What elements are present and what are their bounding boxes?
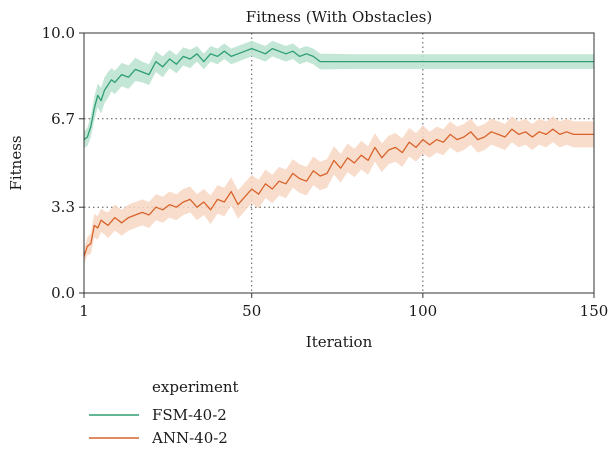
legend-title: experiment: [152, 378, 239, 396]
x-tick-label-1: 1: [79, 302, 89, 320]
plot-frame: [83, 32, 595, 294]
confidence-bands: [84, 40, 594, 265]
legend-label-ann-40-2: ANN-40-2: [151, 429, 228, 447]
line-ann-40-2: [83, 128, 594, 257]
line-fsm-40-2: [83, 47, 594, 141]
x-tick-label-50: 50: [242, 302, 261, 320]
band-ann-40-2: [84, 116, 594, 265]
series-lines: [83, 47, 594, 257]
legend: experiment FSM-40-2 ANN-40-2: [89, 378, 239, 447]
x-axis-label: Iteration: [306, 333, 373, 351]
grid-lines: [84, 33, 594, 293]
band-fsm-40-2: [84, 40, 594, 148]
x-tick-label-100: 100: [409, 302, 438, 320]
y-tick-label-3-3: 3.3: [51, 198, 75, 216]
chart-title: Fitness (With Obstacles): [246, 8, 432, 26]
y-tick-label-6-7: 6.7: [51, 110, 75, 128]
y-tick-label-0: 0.0: [51, 284, 75, 302]
y-tick-label-10: 10.0: [42, 24, 75, 42]
y-axis-label: Fitness: [7, 135, 25, 190]
legend-label-fsm-40-2: FSM-40-2: [152, 406, 227, 424]
x-tick-label-150: 150: [580, 302, 609, 320]
